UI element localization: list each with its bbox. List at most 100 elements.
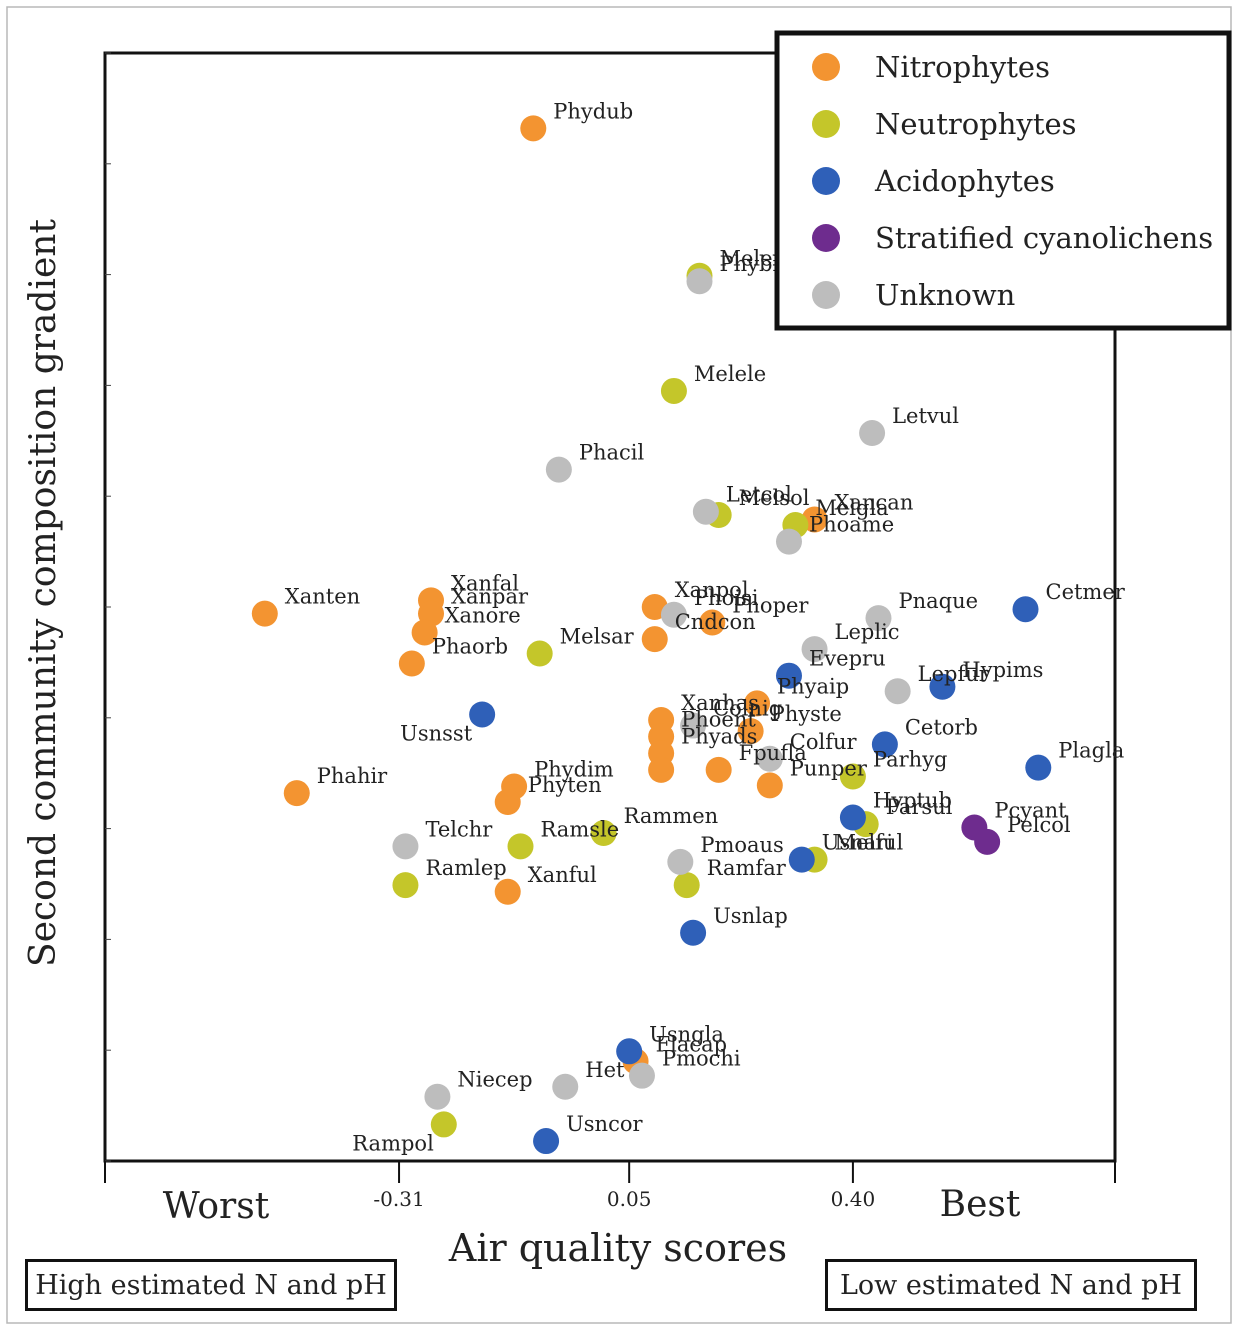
- point-label: Xanten: [285, 585, 360, 609]
- data-point: [686, 268, 713, 295]
- point-label: Flacap: [656, 1032, 728, 1056]
- point-label: Telchr: [425, 817, 493, 841]
- point-label: Ramsle: [541, 817, 620, 841]
- point-label: Parsul: [886, 795, 953, 819]
- point-label: Parhyg: [873, 748, 948, 772]
- data-point: [526, 640, 553, 667]
- data-points: [251, 115, 1052, 1155]
- data-point: [667, 848, 694, 875]
- data-point: [737, 718, 764, 745]
- data-point: [424, 1083, 451, 1110]
- y-axis-title: Second community composition gradient: [23, 219, 64, 967]
- data-point: [494, 789, 521, 816]
- data-point: [775, 528, 802, 555]
- data-point: [392, 872, 419, 899]
- point-label: Melele: [694, 362, 766, 386]
- point-label: Ramlep: [425, 856, 506, 880]
- legend-box: [774, 30, 1232, 331]
- x-axis-worst-label: Worst: [163, 1186, 270, 1227]
- data-point: [884, 678, 911, 705]
- legend-label: Neutrophytes: [875, 107, 1077, 141]
- point-label: Phydub: [553, 99, 633, 123]
- x-axis: -0.31 0.05 0.40: [104, 1161, 1116, 1211]
- legend-marker: [812, 281, 840, 309]
- x-axis-best-label: Best: [940, 1184, 1021, 1225]
- y-axis-ticks: [105, 52, 111, 1162]
- data-point: [680, 919, 707, 946]
- data-point: [673, 872, 700, 899]
- point-label: Letcol: [726, 483, 792, 507]
- data-point: [788, 846, 815, 873]
- data-point: [616, 1038, 643, 1065]
- point-label: Ramfar: [707, 856, 787, 880]
- data-point: [545, 456, 572, 483]
- data-point: [865, 605, 892, 632]
- x-tick-label: -0.31: [373, 1187, 424, 1211]
- point-label: Xanful: [528, 863, 597, 887]
- data-point: [801, 636, 828, 663]
- data-point: [494, 878, 521, 905]
- high-n-ph-box: High estimated N and pH: [25, 1259, 397, 1311]
- point-label: Leplic: [835, 620, 900, 644]
- data-point: [680, 712, 707, 739]
- data-point: [283, 780, 310, 807]
- data-point: [692, 498, 719, 525]
- point-label: Colfur: [790, 730, 858, 754]
- point-label: Usncor: [566, 1112, 643, 1136]
- x-axis-title: Air quality scores: [448, 1226, 787, 1270]
- point-label: Lepfur: [918, 662, 990, 686]
- point-label: Melsar: [560, 625, 635, 649]
- point-label: Phoent: [681, 708, 756, 732]
- data-point: [756, 772, 783, 799]
- data-point: [775, 662, 802, 689]
- data-point: [974, 828, 1001, 855]
- point-label: Cetorb: [905, 715, 978, 739]
- data-point: [871, 731, 898, 758]
- point-label: Hyptub: [873, 789, 952, 813]
- data-point: [839, 804, 866, 831]
- point-label: Het: [585, 1058, 625, 1082]
- point-label: Xanhas: [681, 691, 759, 715]
- data-point: [469, 701, 496, 728]
- data-point: [398, 650, 425, 677]
- data-point: [1012, 596, 1039, 623]
- x-tick-label: 0.40: [831, 1187, 876, 1211]
- point-label: Pnaque: [898, 589, 978, 613]
- legend-label: Nitrophytes: [875, 50, 1050, 84]
- point-label: Phoisi: [694, 586, 759, 610]
- data-point: [533, 1128, 560, 1155]
- legend-marker: [812, 167, 840, 195]
- data-point: [392, 833, 419, 860]
- point-label: Phoame: [809, 513, 894, 537]
- point-label: Cetmer: [1046, 580, 1126, 604]
- point-label: Usnsst: [400, 721, 473, 745]
- point-label: Rampol: [352, 1131, 434, 1155]
- point-label: Phahir: [317, 764, 388, 788]
- point-label: Hypims: [962, 658, 1043, 682]
- point-label: Letvul: [892, 404, 959, 428]
- data-point: [520, 115, 547, 142]
- data-point: [705, 756, 732, 783]
- point-label: Phacil: [579, 441, 645, 465]
- point-label: Usnlap: [713, 904, 788, 928]
- point-label: Xanpar: [451, 585, 529, 609]
- point-label: Melgla: [815, 496, 888, 520]
- data-point: [641, 626, 668, 653]
- data-point: [699, 609, 726, 636]
- outer-border: [6, 6, 1232, 1324]
- data-point: [660, 601, 687, 628]
- point-label: Pmochi: [662, 1047, 741, 1071]
- point-label: Colnig: [713, 697, 782, 721]
- point-label: Melsol: [739, 486, 810, 510]
- point-label: Xanpol: [675, 578, 749, 602]
- point-label: Pcyant: [994, 798, 1067, 822]
- point-label: Usngla: [649, 1022, 724, 1046]
- data-point: [859, 420, 886, 447]
- data-point: [929, 673, 956, 700]
- point-label: Melful: [835, 831, 904, 855]
- point-label: Phyten: [528, 773, 602, 797]
- legend-marker: [812, 224, 840, 252]
- legend-marker: [812, 110, 840, 138]
- point-label: Cndcon: [675, 610, 756, 634]
